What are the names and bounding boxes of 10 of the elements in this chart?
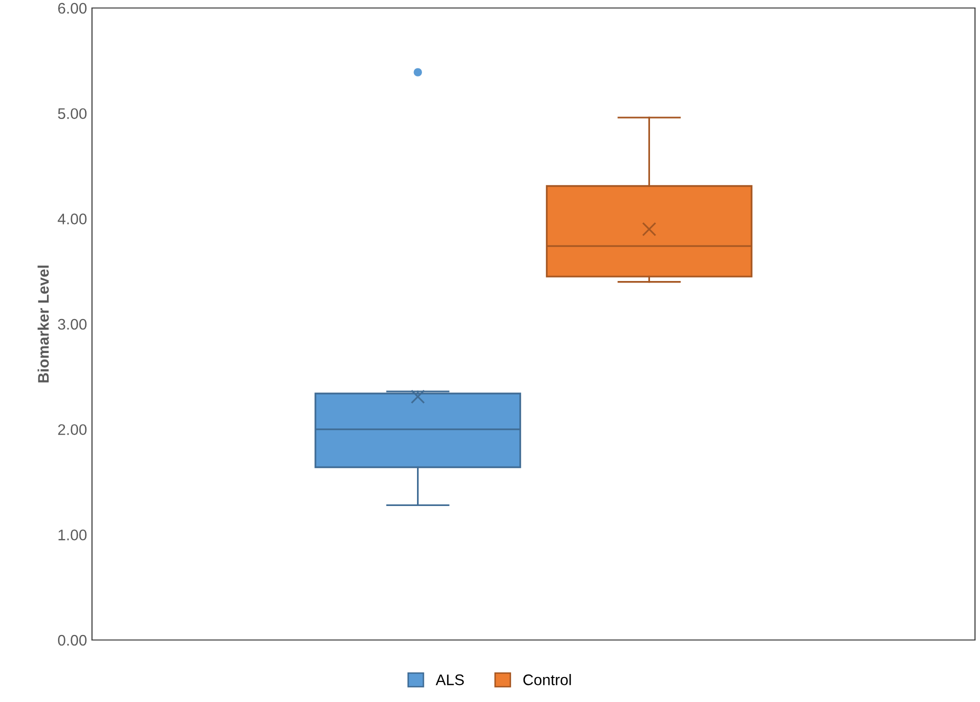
y-tick-label: 0.00 bbox=[58, 634, 87, 646]
y-tick-label: 2.00 bbox=[58, 424, 87, 436]
y-tick-label: 5.00 bbox=[58, 108, 87, 120]
y-axis-title: Biomarker Level bbox=[38, 266, 49, 382]
y-tick-label: 6.00 bbox=[58, 2, 87, 14]
y-tick-label: 4.00 bbox=[58, 214, 87, 224]
legend-label: Control bbox=[523, 674, 571, 686]
y-tick-label: 3.00 bbox=[58, 318, 87, 330]
y-tick-label: 1.00 bbox=[58, 530, 87, 540]
legend-label: ALS bbox=[436, 674, 464, 686]
